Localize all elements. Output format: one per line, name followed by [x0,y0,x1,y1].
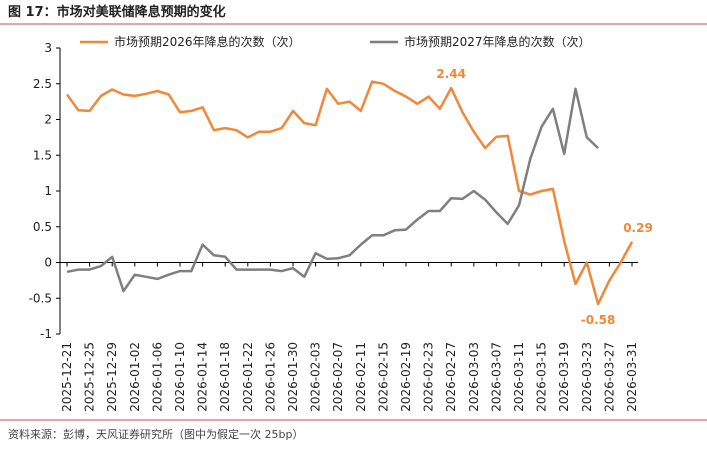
x-tick-label: 2026-01-10 [173,342,187,412]
x-tick-label: 2026-03-31 [625,342,639,412]
x-tick-label: 2026-01-14 [196,342,210,412]
y-tick-label: 1 [44,184,52,198]
x-tick-label: 2026-02-27 [444,342,458,412]
x-tick-label: 2026-02-03 [309,342,323,412]
y-tick-label: -0.5 [29,291,52,305]
y-tick-label: 0.5 [33,220,52,234]
x-tick-label: 2026-02-23 [422,342,436,412]
y-tick-label: -1 [40,327,52,341]
source: 资料来源：彭博，天风证券研究所（图中为假定一次 25bp） [8,427,303,441]
x-tick-label: 2026-02-15 [376,342,390,412]
x-tick-label: 2026-03-15 [535,342,549,412]
y-tick-label: 3 [44,41,52,55]
x-tick-label: 2026-01-06 [150,342,164,412]
x-tick-label: 2026-03-23 [580,342,594,412]
x-tick-label: 2026-02-07 [331,342,345,412]
x-tick-label: 2026-01-18 [218,342,232,412]
series-line [65,80,634,306]
x-tick-label: 2026-01-02 [128,342,142,412]
x-tick-label: 2026-02-11 [354,342,368,412]
x-tick-label: 2026-03-07 [489,342,503,412]
legend-label: 市场预期2027年降息的次数（次） [404,34,591,49]
value-label: -0.58 [581,313,616,327]
x-tick-label: 2026-02-19 [399,342,413,412]
chart-title: 图 17：市场对美联储降息预期的变化 [8,4,226,20]
x-tick-label: 2026-01-26 [263,342,277,412]
series-line [66,87,599,293]
x-tick-label: 2026-03-27 [602,342,616,412]
x-tick-label: 2026-01-22 [241,342,255,412]
x-tick-label: 2026-03-19 [557,342,571,412]
x-tick-label: 2025-12-29 [105,342,119,412]
x-tick-label: 2026-03-11 [512,342,526,412]
y-tick-label: 2 [44,113,52,127]
y-tick-label: 1.5 [33,148,52,162]
x-tick-label: 2026-01-30 [286,342,300,412]
legend-label: 市场预期2026年降息的次数（次） [114,34,301,49]
y-tick-label: 0 [44,256,52,270]
value-label: 2.44 [436,67,466,81]
x-tick-label: 2026-03-03 [467,342,481,412]
value-label: 0.29 [623,221,653,235]
y-tick-label: 2.5 [33,77,52,91]
x-tick-label: 2025-12-25 [83,342,97,412]
x-tick-label: 2025-12-21 [60,342,74,412]
